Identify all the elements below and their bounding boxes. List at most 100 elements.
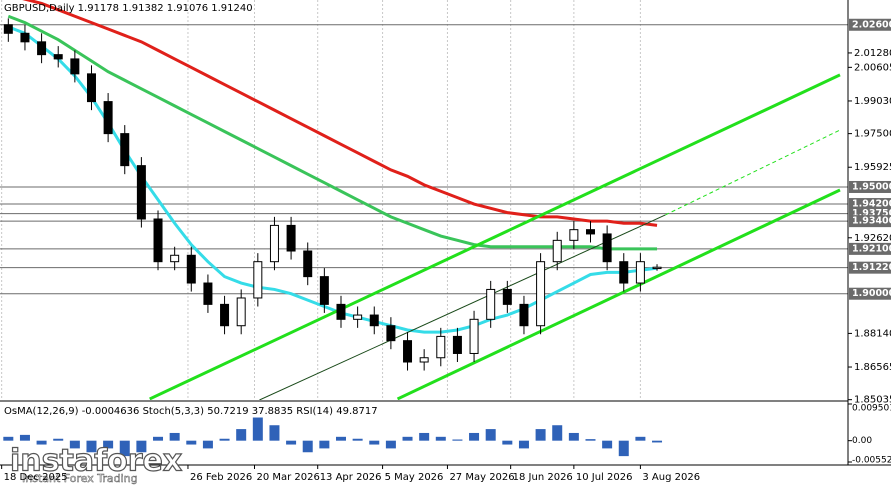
candle-body: [120, 133, 130, 167]
candle-body: [369, 314, 379, 327]
candle-body: [253, 261, 263, 299]
indicator-y-tick-label: 0.00: [852, 436, 872, 446]
level-label-box: [849, 198, 891, 211]
osma-bar: [269, 425, 280, 441]
candle-body: [220, 303, 230, 327]
y-tick-label: 1.95925: [854, 162, 891, 173]
trendline: [259, 214, 666, 400]
candle-body: [319, 276, 329, 305]
osma-bar: [53, 438, 64, 441]
x-tick-label: 27 May 2026: [449, 472, 514, 483]
osma-bar: [86, 440, 97, 453]
candle-body: [153, 218, 163, 263]
chart-title: GBPUSD,Daily 1.91178 1.91382 1.91076 1.9…: [4, 3, 253, 14]
osma-bar: [3, 436, 14, 441]
osma-bar: [286, 440, 297, 445]
level-label-box: [849, 261, 891, 274]
osma-bar: [252, 417, 263, 441]
osma-bar: [435, 436, 446, 441]
level-label-box: [849, 242, 891, 255]
osma-bar: [153, 436, 164, 441]
candle-body: [170, 254, 180, 263]
level-label: 1.93750: [852, 208, 891, 219]
candle-body: [186, 254, 196, 284]
candle-body: [86, 73, 96, 103]
candle-body: [585, 229, 595, 235]
y-tick-label: 1.86565: [854, 362, 891, 373]
osma-bar: [452, 439, 463, 441]
osma-bar: [535, 429, 546, 441]
candle-body: [336, 303, 346, 320]
candle-body: [619, 261, 629, 284]
osma-bar: [302, 440, 313, 453]
moving-average: [7, 25, 658, 334]
candle-body: [70, 58, 80, 75]
level-label-box: [849, 180, 891, 193]
candle-body: [536, 261, 546, 327]
osma-bar: [635, 436, 646, 441]
candle-body: [403, 340, 413, 363]
candle-body: [519, 303, 529, 327]
price-panel: [0, 0, 848, 400]
osma-bar: [419, 432, 430, 441]
x-tick-label: 13 Apr 2026: [320, 472, 382, 483]
osma-bar: [552, 425, 563, 441]
candle-body: [103, 101, 113, 135]
indicator-y-tick-label: -0.005524: [852, 456, 891, 466]
x-tick-label: 20 Mar 2026: [256, 472, 319, 483]
osma-bar: [36, 440, 47, 445]
y-tick-label: 1.92620: [854, 233, 891, 244]
x-tick-label: 18 Jun 2026: [513, 472, 573, 483]
level-label: 1.92100: [852, 243, 891, 254]
osma-bar: [103, 440, 114, 449]
osma-bar: [136, 440, 147, 453]
axes: [0, 0, 891, 469]
candle-body: [602, 233, 612, 263]
level-label-box: [849, 287, 891, 300]
osma-bar: [585, 439, 596, 441]
candle-body: [552, 239, 562, 263]
candle-body: [486, 288, 496, 320]
osma-bar: [568, 432, 579, 441]
osma-bar: [369, 440, 380, 445]
level-label: 2.02600: [852, 19, 891, 30]
candle-body: [386, 325, 396, 342]
osma-bar: [236, 429, 247, 441]
osma-bar: [618, 440, 629, 457]
trendline: [665, 129, 841, 216]
level-label-box: [849, 215, 891, 228]
osma-bar: [219, 438, 230, 441]
candle-body: [635, 261, 645, 284]
candle-body: [203, 282, 213, 305]
level-label: 1.90000: [852, 288, 891, 299]
level-label: 1.95000: [852, 181, 891, 192]
osma-bar: [69, 440, 80, 449]
osma-bar: [402, 436, 413, 441]
candle-body: [353, 314, 363, 320]
level-label: 1.93400: [852, 216, 891, 227]
candle-body: [3, 24, 13, 34]
logo-name: instaforex: [10, 444, 182, 479]
candle-body: [303, 250, 313, 278]
candle-body: [569, 229, 579, 241]
osma-bar: [119, 440, 130, 457]
moving-average: [22, 0, 658, 227]
osma-bar: [169, 432, 180, 441]
candle-body: [652, 266, 662, 270]
indicator-title: OsMA(12,26,9) -0.0004636 Stoch(5,3,3) 50…: [4, 406, 378, 417]
x-tick-label: 10 Jul 2026: [576, 472, 633, 483]
candle-body: [236, 297, 246, 327]
logo-tagline: Instant Forex Trading: [22, 472, 138, 485]
candle-body: [269, 224, 279, 263]
osma-bar: [19, 434, 30, 441]
moving-average: [7, 14, 658, 251]
candle-body: [469, 318, 479, 354]
x-tick-label: 5 May 2026: [385, 472, 444, 483]
osma-bar: [469, 432, 480, 441]
y-tick-label: 1.99030: [854, 96, 891, 107]
level-label: 1.94200: [852, 199, 891, 210]
osma-bar: [385, 440, 396, 449]
candle-body: [436, 335, 446, 359]
candle-body: [136, 165, 146, 220]
